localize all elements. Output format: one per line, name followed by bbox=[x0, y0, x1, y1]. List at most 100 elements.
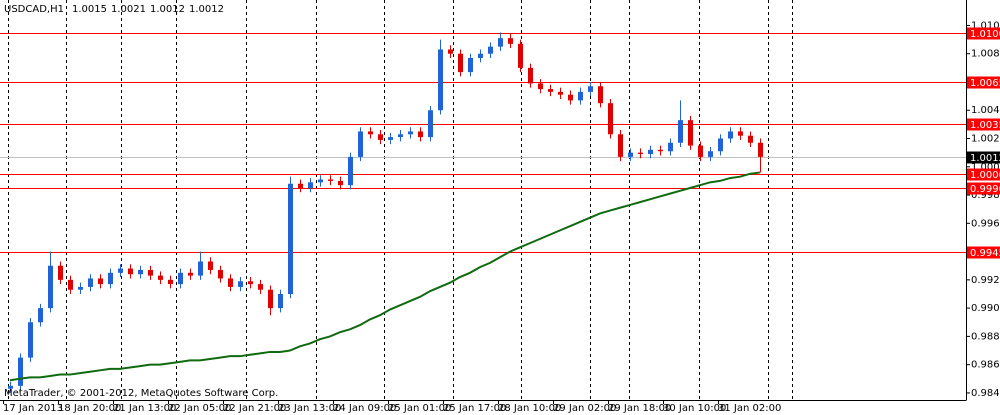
level-label-box bbox=[967, 168, 1000, 181]
candle-body bbox=[388, 137, 393, 140]
x-tick-label: 18 Jan 20:00 bbox=[58, 403, 121, 414]
axis-labels: 1.01051.00851.00451.00251.00050.99850.99… bbox=[3, 20, 1000, 414]
candle-body bbox=[758, 142, 763, 157]
header-price: 1.0012 bbox=[150, 4, 185, 15]
level-label-box bbox=[967, 246, 1000, 259]
x-tick-label: 22 Jan 21:00 bbox=[223, 403, 286, 414]
level-label: 1.0065 bbox=[970, 78, 1000, 89]
candle-body bbox=[248, 281, 253, 285]
candle-body bbox=[148, 269, 153, 276]
x-tick-label: 25 Jan 01:00 bbox=[388, 403, 451, 414]
x-tick-label: 22 Jan 05:00 bbox=[168, 403, 231, 414]
y-tick-label: 0.9845 bbox=[971, 388, 1000, 399]
candle-body bbox=[268, 289, 273, 309]
candle-body bbox=[498, 38, 503, 47]
candle-body bbox=[618, 134, 623, 157]
symbol: USDCAD,H1 bbox=[4, 4, 64, 15]
candle-body bbox=[608, 103, 613, 135]
y-tick-label: 0.9865 bbox=[971, 360, 1000, 371]
y-tick-label: 0.9905 bbox=[971, 303, 1000, 314]
candle-body bbox=[748, 135, 753, 143]
header-price: 1.0015 bbox=[72, 4, 107, 15]
candle-body bbox=[728, 131, 733, 139]
candle-body bbox=[668, 142, 673, 152]
x-tick-label: 31 Jan 02:00 bbox=[718, 403, 781, 414]
candle-body bbox=[628, 152, 633, 157]
candle-body bbox=[398, 134, 403, 138]
y-tick-label: 0.9885 bbox=[971, 331, 1000, 342]
level-label: 1.0035 bbox=[970, 120, 1000, 131]
candle-body bbox=[418, 131, 423, 138]
candle-body bbox=[568, 94, 573, 101]
x-tick-label: 23 Jan 13:00 bbox=[278, 403, 341, 414]
candle-body bbox=[368, 131, 373, 135]
candle-body bbox=[328, 179, 333, 181]
candle-body bbox=[138, 269, 143, 275]
candle-body bbox=[98, 278, 103, 285]
moving-average bbox=[9, 171, 761, 382]
x-tick-label: 29 Jan 02:00 bbox=[553, 403, 616, 414]
candle-body bbox=[538, 83, 543, 90]
level-label-box bbox=[967, 76, 1000, 89]
candle-body bbox=[278, 293, 283, 309]
x-tick-label: 21 Jan 13:00 bbox=[113, 403, 176, 414]
candle-body bbox=[598, 86, 603, 104]
candle-body bbox=[478, 53, 483, 58]
candle-body bbox=[298, 183, 303, 188]
candle-body bbox=[18, 357, 23, 386]
level-label: 1.0100 bbox=[970, 29, 1000, 40]
candle-body bbox=[8, 385, 13, 389]
levels bbox=[0, 33, 966, 253]
candle-body bbox=[58, 265, 63, 280]
candle-body bbox=[238, 281, 243, 287]
candle-body bbox=[528, 67, 533, 84]
candle-body bbox=[158, 275, 163, 280]
candle-body bbox=[578, 91, 583, 101]
candle-body bbox=[308, 182, 313, 188]
candle-body bbox=[688, 120, 693, 146]
candle-body bbox=[488, 46, 493, 54]
candle-body bbox=[338, 180, 343, 186]
candle-body bbox=[188, 272, 193, 276]
candle-body bbox=[38, 308, 43, 323]
candle-body bbox=[518, 43, 523, 68]
candle-body bbox=[28, 322, 33, 358]
header-price: 1.0012 bbox=[189, 4, 224, 15]
level-label-box bbox=[967, 27, 1000, 40]
candle-body bbox=[318, 179, 323, 183]
candle-body bbox=[468, 57, 473, 73]
candle-body bbox=[558, 91, 563, 95]
candle-body bbox=[708, 151, 713, 157]
candles bbox=[8, 32, 763, 393]
candle-body bbox=[428, 110, 433, 138]
candle-body bbox=[118, 268, 123, 273]
candle-body bbox=[678, 120, 683, 143]
candle-body bbox=[258, 284, 263, 290]
copyright: MetaTrader, © 2001-2012, MetaQuotes Soft… bbox=[4, 388, 278, 399]
x-tick-label: 25 Jan 17:00 bbox=[443, 403, 506, 414]
candle-body bbox=[48, 265, 53, 309]
overlay bbox=[9, 171, 761, 382]
candle-body bbox=[718, 138, 723, 152]
x-tick-label: 29 Jan 18:00 bbox=[608, 403, 671, 414]
candle-body bbox=[458, 53, 463, 73]
candle-body bbox=[218, 269, 223, 279]
y-tick-label: 1.0085 bbox=[971, 49, 1000, 60]
candle-body bbox=[108, 272, 113, 285]
candle-body bbox=[88, 278, 93, 287]
bid-label-box bbox=[967, 151, 1000, 164]
x-tick-label: 17 Jan 2013 bbox=[3, 403, 63, 414]
y-tick-label: 1.0005 bbox=[971, 162, 1000, 173]
candle-body bbox=[438, 49, 443, 111]
candle-body bbox=[378, 134, 383, 140]
candle-body bbox=[348, 156, 353, 186]
candle-body bbox=[68, 279, 73, 290]
candle-body bbox=[548, 89, 553, 92]
y-tick-label: 1.0045 bbox=[971, 105, 1000, 116]
